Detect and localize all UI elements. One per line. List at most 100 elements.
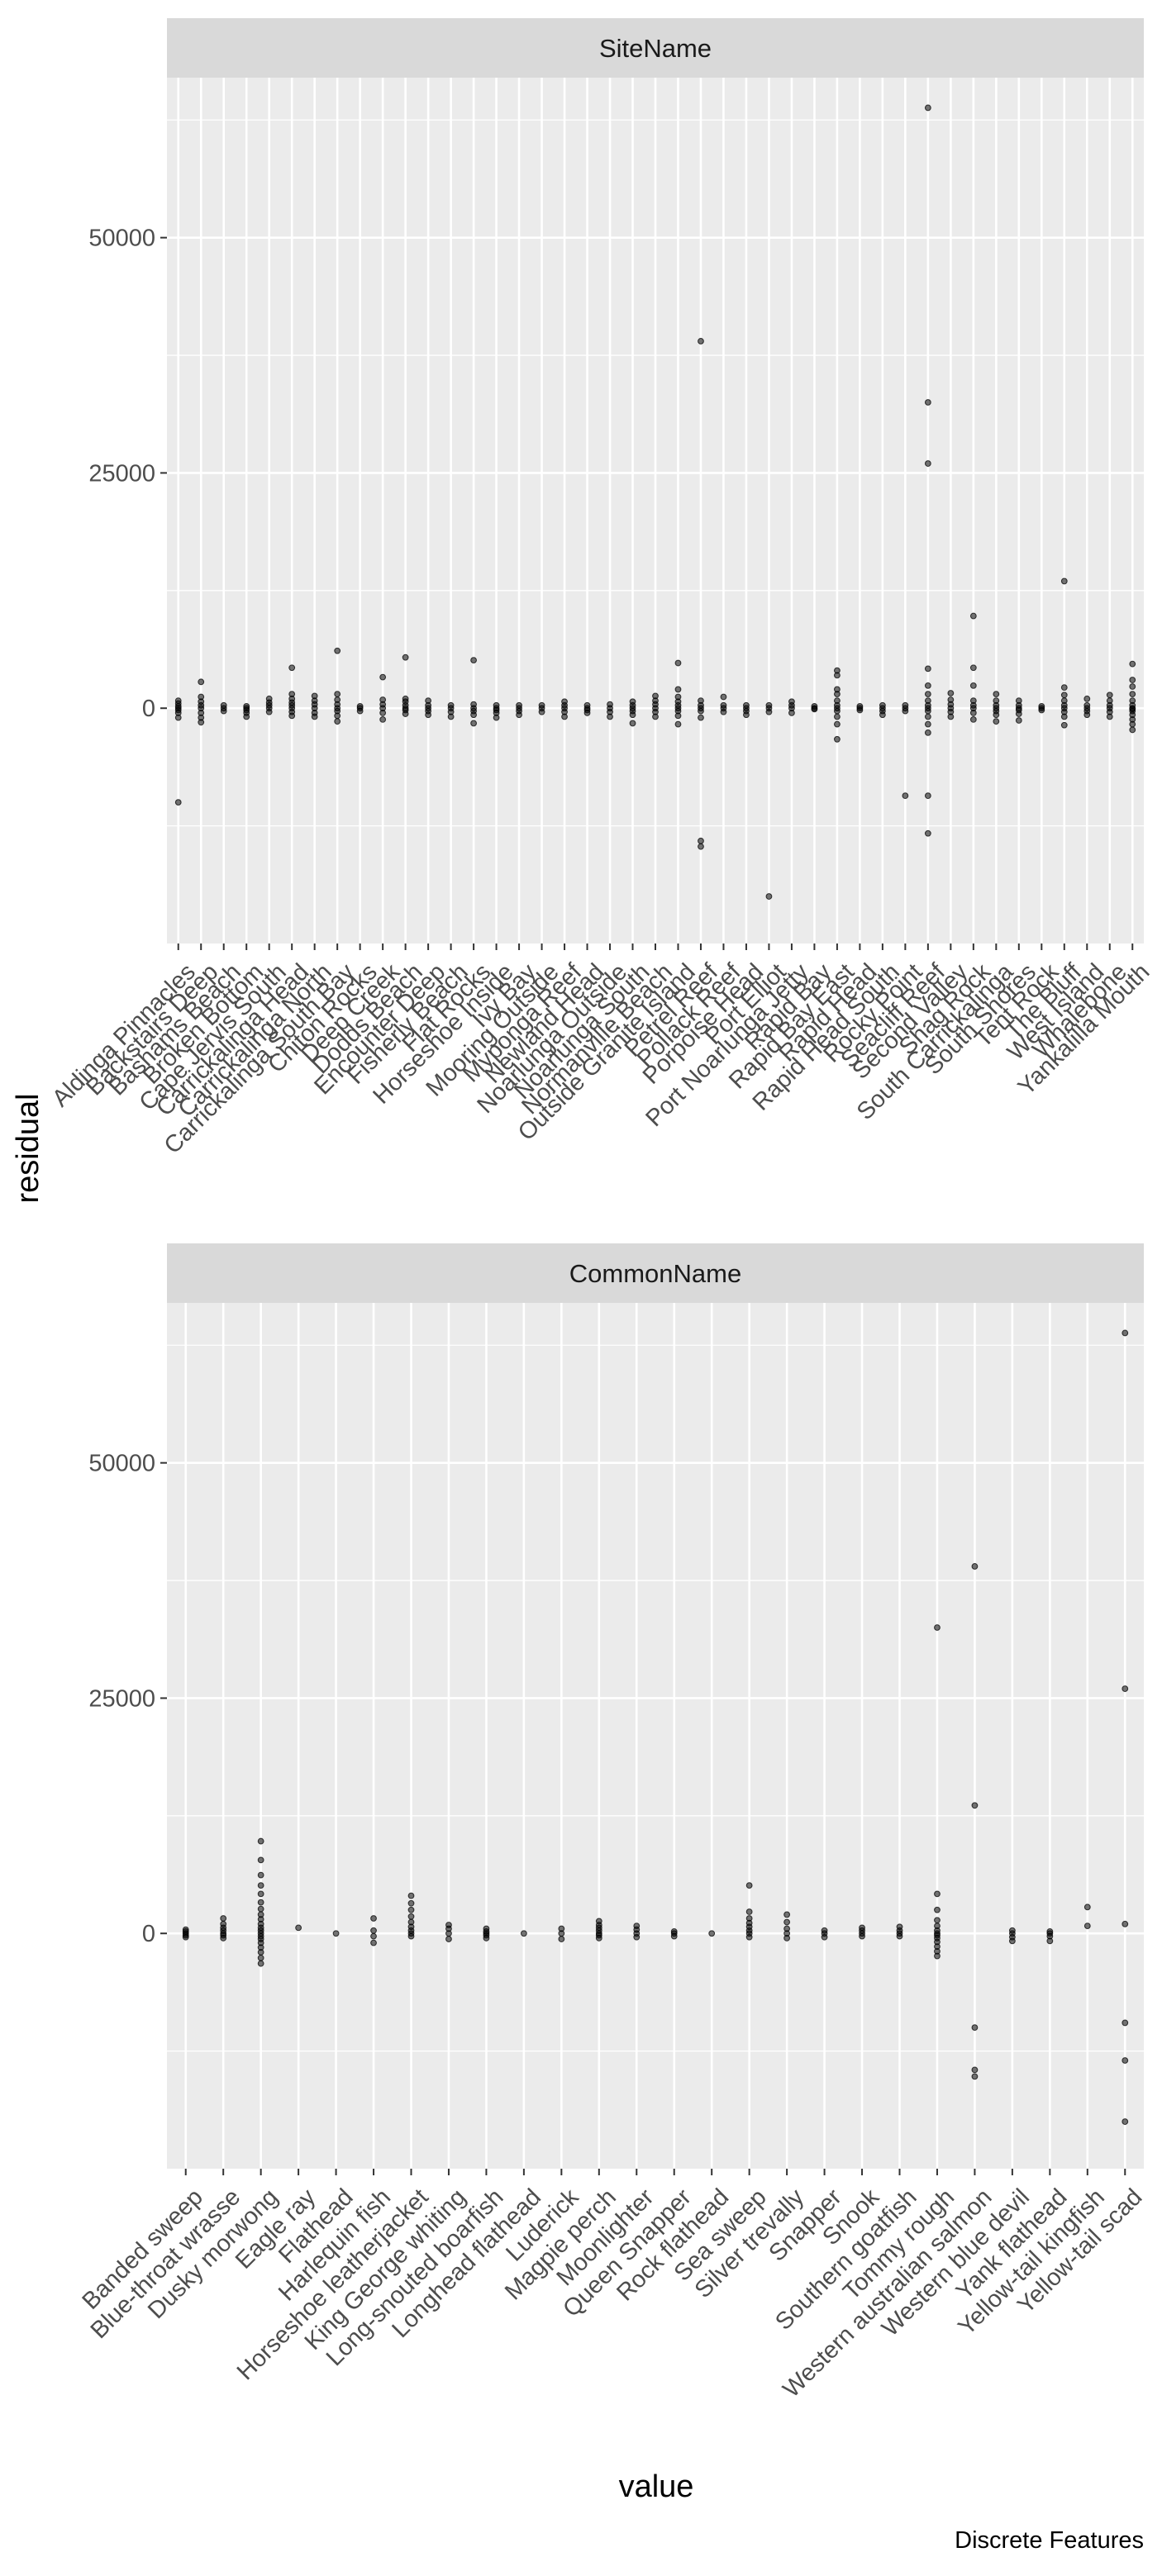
data-point <box>370 1939 377 1946</box>
data-point <box>370 1915 377 1922</box>
data-point <box>1060 692 1068 699</box>
data-point <box>674 686 682 693</box>
data-point <box>765 701 773 709</box>
data-point <box>257 1905 264 1913</box>
data-point <box>311 692 318 700</box>
data-point <box>1083 1922 1091 1930</box>
data-point <box>947 696 955 703</box>
data-point <box>182 1926 189 1933</box>
data-point <box>783 1925 791 1932</box>
data-point <box>934 1906 941 1913</box>
data-point <box>971 2066 979 2074</box>
data-point <box>407 1913 415 1920</box>
data-point <box>629 720 636 727</box>
data-point <box>670 1928 678 1935</box>
data-point <box>198 678 205 686</box>
data-point <box>720 693 727 701</box>
data-point <box>334 691 341 698</box>
data-point <box>993 718 1000 725</box>
data-point <box>257 1911 264 1918</box>
data-point <box>1122 2019 1129 2027</box>
data-point <box>934 1922 941 1930</box>
data-point <box>934 1890 941 1898</box>
data-point <box>257 1882 264 1889</box>
data-point <box>445 1936 452 1942</box>
data-point <box>379 673 387 681</box>
data-point <box>720 701 727 709</box>
data-point <box>947 690 955 696</box>
data-point <box>783 1918 791 1926</box>
data-point <box>1008 1927 1016 1934</box>
data-point <box>1122 1920 1129 1927</box>
data-point <box>538 701 545 709</box>
x-axis-title: value <box>619 2469 694 2504</box>
data-point <box>924 104 931 112</box>
data-point <box>407 1892 415 1899</box>
data-point <box>407 1918 415 1926</box>
data-point <box>288 691 296 698</box>
data-point <box>1129 677 1136 683</box>
data-point <box>674 720 682 728</box>
data-point <box>1122 2057 1129 2064</box>
data-point <box>971 1563 979 1570</box>
y-tick-label: 0 <box>142 696 155 722</box>
data-point <box>334 696 341 703</box>
data-point <box>295 1924 302 1932</box>
data-point <box>425 697 432 705</box>
data-point <box>265 695 273 702</box>
data-point <box>971 2073 979 2080</box>
data-point <box>402 654 409 661</box>
data-point <box>558 1936 565 1942</box>
data-point <box>1106 692 1113 699</box>
data-point <box>1129 697 1136 705</box>
data-point <box>220 701 227 709</box>
data-point <box>971 1802 979 1809</box>
data-point <box>470 701 477 708</box>
y-axis-title: residual <box>11 1093 45 1203</box>
data-point <box>698 697 704 705</box>
data-point <box>924 713 931 720</box>
data-point <box>924 697 931 705</box>
data-point <box>1083 701 1091 709</box>
data-point <box>879 701 886 709</box>
data-point <box>1060 577 1068 585</box>
data-point <box>745 1915 753 1922</box>
data-point <box>1060 697 1068 705</box>
plot-panel <box>167 1303 1144 2169</box>
data-point <box>783 1911 791 1918</box>
data-point <box>257 1856 264 1864</box>
data-point <box>698 338 704 345</box>
facet-strip-label: SiteName <box>599 34 712 63</box>
data-point <box>765 893 773 900</box>
data-point <box>379 696 387 703</box>
data-point <box>1129 726 1136 734</box>
data-point <box>558 1925 565 1932</box>
data-point <box>834 667 841 674</box>
data-point <box>483 1925 490 1932</box>
data-point <box>493 701 500 709</box>
data-point <box>174 799 182 806</box>
data-point <box>924 729 931 736</box>
data-point <box>745 1882 753 1889</box>
data-point <box>607 701 613 708</box>
data-point <box>257 1890 264 1898</box>
y-tick-label: 25000 <box>88 460 155 487</box>
data-point <box>859 1924 865 1932</box>
data-point <box>743 701 750 709</box>
data-point <box>902 701 909 709</box>
data-point <box>896 1923 903 1931</box>
data-point <box>969 612 977 620</box>
data-point <box>924 399 931 406</box>
figure-caption: Discrete Features <box>955 2527 1144 2554</box>
data-point <box>834 686 841 693</box>
data-point <box>257 1954 264 1961</box>
data-point <box>924 720 931 728</box>
data-point <box>902 792 909 800</box>
data-point <box>629 698 636 706</box>
data-point <box>1122 2118 1129 2125</box>
data-point <box>1038 703 1045 710</box>
data-point <box>924 792 931 800</box>
